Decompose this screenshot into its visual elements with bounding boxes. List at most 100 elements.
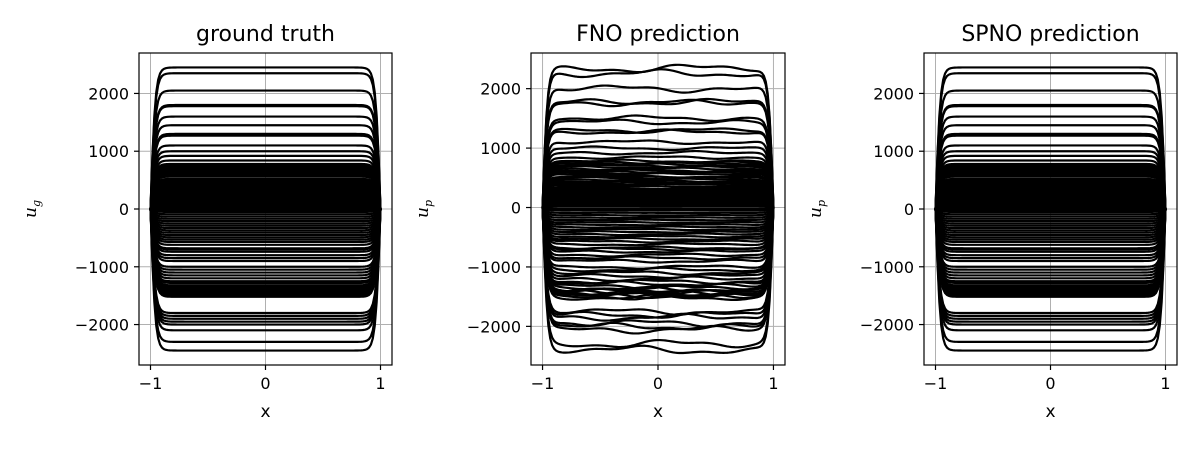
series-line (541, 207, 775, 222)
y-tick-label: −1000 (860, 258, 914, 277)
series-line (541, 98, 775, 209)
series-line (934, 208, 1167, 218)
series-line (934, 199, 1167, 210)
x-tick-label: 1 (1160, 374, 1170, 393)
series-line (541, 166, 775, 209)
series-line (934, 103, 1167, 210)
series-line (149, 208, 382, 253)
series-line (149, 173, 382, 210)
series-line (541, 97, 775, 208)
series-line (934, 208, 1167, 323)
series-line (541, 206, 775, 355)
series-line (149, 204, 382, 210)
series-line (149, 208, 382, 297)
series-line (934, 198, 1167, 210)
series-line (149, 208, 382, 250)
series-line (149, 172, 382, 210)
y-tick-label: −2000 (467, 317, 521, 336)
series-line (149, 208, 382, 218)
series-line (934, 132, 1167, 210)
series-line (934, 208, 1167, 216)
series-line (149, 166, 382, 210)
series-line (149, 208, 382, 323)
y-tick-label: −1000 (75, 258, 129, 277)
series-line (149, 72, 382, 210)
series-line (149, 208, 382, 216)
y-tick-label: −2000 (75, 316, 129, 335)
series-line (934, 163, 1167, 210)
series-line (149, 199, 382, 210)
series-line (541, 183, 775, 208)
series-line (149, 189, 382, 210)
series-line (541, 145, 775, 208)
series-line (934, 177, 1167, 210)
series-line (541, 206, 775, 215)
series-line (149, 159, 382, 210)
series-line (934, 208, 1167, 220)
series-line (149, 208, 382, 290)
series-line (149, 208, 382, 268)
series-line (149, 208, 382, 285)
series-line (934, 172, 1167, 210)
chart-panel-3: −1 0 1 −2000 −1000 0 1000 2000 SPNO prediction x u… (806, 22, 1178, 422)
series-line (934, 208, 1167, 298)
series-line (541, 127, 775, 208)
chart-panel-2: −1 0 1 −2000 −1000 0 1000 2000 FNO prediction x up (413, 22, 786, 422)
series-line (541, 206, 775, 331)
series-line (149, 208, 382, 291)
series-line (934, 208, 1167, 237)
series-line (149, 208, 382, 298)
series-line (934, 174, 1167, 210)
series-line (934, 208, 1167, 239)
series-line (149, 196, 382, 210)
series-line (934, 167, 1167, 210)
series-line (149, 195, 382, 210)
series-line (934, 208, 1167, 274)
series-line (541, 118, 775, 209)
series-line (934, 190, 1167, 210)
series-line (934, 208, 1167, 320)
series-line (149, 208, 382, 232)
chart-panel-1: −1 0 1 −2000 −1000 0 1000 2000 ground truth x ug (21, 22, 393, 422)
series-line (541, 155, 775, 209)
series-line (934, 208, 1167, 246)
series-line (150, 205, 381, 211)
y-tick-label: 2000 (873, 84, 914, 103)
series-line (541, 206, 775, 349)
series-line (541, 206, 775, 220)
series-line (934, 208, 1167, 227)
y-tick-label: 2000 (480, 80, 521, 99)
series-line (541, 149, 775, 209)
series-line (934, 173, 1167, 210)
series-line (934, 194, 1167, 210)
series-line (934, 197, 1167, 210)
x-tick-label: 0 (260, 374, 270, 393)
y-tick-label: 0 (904, 200, 914, 219)
y-tick-label: −2000 (860, 316, 914, 335)
series-line (149, 208, 382, 277)
series-line (935, 206, 1166, 211)
series-line (934, 159, 1167, 210)
series-line (149, 208, 382, 230)
series-line (149, 208, 382, 260)
series-line (934, 179, 1167, 210)
series-line (934, 105, 1167, 210)
series-line (934, 208, 1167, 241)
series-line (149, 208, 382, 257)
series-line (934, 208, 1167, 352)
series-group (541, 63, 775, 355)
series-line (149, 208, 382, 251)
series-line (149, 208, 382, 283)
series-line (541, 197, 775, 209)
series-line (934, 208, 1167, 257)
series-line (541, 207, 775, 244)
series-line (934, 154, 1167, 210)
series-line (934, 208, 1167, 225)
series-line (541, 207, 775, 254)
series-line (149, 208, 382, 234)
series-line (149, 162, 382, 210)
series-line (541, 171, 775, 208)
series-line (149, 103, 382, 210)
series-line (541, 207, 775, 237)
series-line (934, 208, 1167, 289)
